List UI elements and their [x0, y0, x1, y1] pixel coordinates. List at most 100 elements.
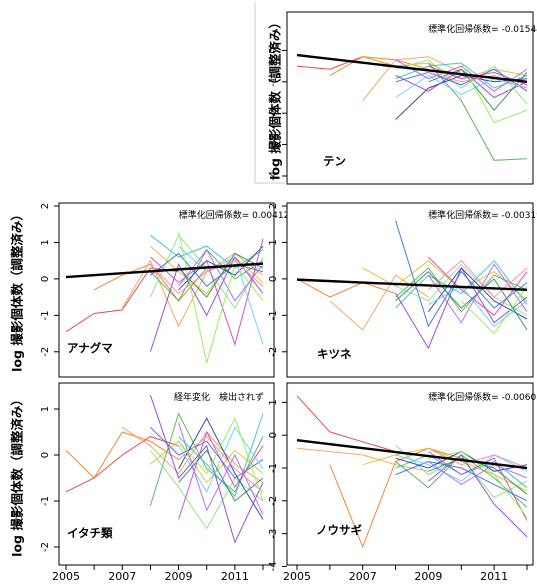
- series-line-1: [296, 278, 396, 298]
- series-line-15: [428, 447, 528, 469]
- series-line-14: [428, 259, 528, 298]
- y-tick-label: -2: [40, 347, 51, 357]
- x-axis-right: 2005 2007 2009 2011: [283, 564, 528, 583]
- series-line-9: [395, 74, 528, 120]
- y-axis-label-3: log 撮影個体数（調整済み）: [10, 393, 25, 557]
- x-tick-label: 2011: [221, 570, 249, 583]
- series-line-15: [460, 285, 528, 335]
- y-tick-label: -2: [268, 347, 279, 357]
- series-line-16: [178, 231, 264, 363]
- species-label: アナグマ: [67, 341, 113, 355]
- plot-frame: [286, 11, 534, 185]
- series-line-15: [178, 435, 264, 493]
- series-line-12: [178, 426, 264, 493]
- y-tick-label: 1: [40, 406, 51, 412]
- species-label: キツネ: [317, 347, 352, 361]
- series-line-7: [178, 413, 264, 498]
- x-tick-label: 2007: [108, 570, 136, 583]
- y-tick-label: -3: [268, 140, 279, 150]
- series-line-11: [150, 238, 264, 347]
- trend-line: [296, 53, 528, 83]
- series-line-7: [150, 234, 264, 269]
- series-line-16: [178, 416, 264, 502]
- y-tick-label: -2: [268, 496, 279, 506]
- regression-annotation: 標準化回帰係数= -0.00603: [428, 391, 537, 403]
- regression-annotation: 標準化回帰係数= -0.00319: [428, 209, 537, 221]
- species-label: イタチ類: [67, 526, 113, 540]
- series-line-6: [150, 450, 264, 530]
- series-line-12: [395, 454, 528, 482]
- species-label: テン: [323, 154, 346, 168]
- y-tick-label: -1: [40, 496, 51, 506]
- series-line-13: [428, 68, 528, 111]
- regression-annotation: 標準化回帰係数= -0.01544: [428, 23, 537, 35]
- y-axis-label-1: log 撮影個体数（調整済み）: [268, 16, 283, 180]
- y-tick-label: -4: [268, 561, 279, 571]
- x-tick-label: 2005: [283, 570, 311, 583]
- plot-frame: [58, 202, 275, 378]
- y-tick-label: 0: [40, 452, 51, 458]
- series-line-3: [122, 426, 264, 484]
- series-line-12: [395, 270, 528, 331]
- series-line-10: [428, 454, 528, 538]
- trend-line: [296, 438, 528, 470]
- series-line-4: [362, 56, 528, 80]
- y-tick-label: 2: [268, 203, 279, 209]
- y-tick-label: 1: [268, 239, 279, 245]
- trend-line: [65, 262, 264, 279]
- panel-kitsune: -2 -1 0 1 2 標準化回帰係数= -0.00319 キツネ: [268, 202, 537, 378]
- x-axis-left: 2005 2007 2009 2011: [52, 564, 264, 583]
- series-line-8: [395, 460, 528, 502]
- series-line-1: [296, 395, 396, 453]
- y-tick-label: 1: [40, 239, 51, 245]
- panel-ten: -4 -3 -2 -1 0 標準化回帰係数= -0.01544 テン: [268, 11, 537, 185]
- series-line-12: [395, 74, 528, 98]
- x-tick-label: 2007: [349, 570, 377, 583]
- series-line-8: [150, 427, 264, 479]
- x-tick-label: 2011: [480, 570, 508, 583]
- x-tick-label: 2005: [52, 570, 80, 583]
- y-tick-label: -3: [268, 529, 279, 539]
- x-tick-label: 2009: [165, 570, 193, 583]
- plot-frame: [286, 382, 534, 566]
- series-line-14: [395, 59, 528, 92]
- series-line-3: [296, 447, 429, 472]
- series-line-15: [428, 71, 528, 89]
- y-tick-label: -1: [268, 77, 279, 87]
- series-line-6: [395, 263, 528, 316]
- y-tick-label: -1: [268, 463, 279, 473]
- series-line-14: [428, 461, 528, 485]
- y-tick-label: 0: [268, 276, 279, 282]
- series-line-1: [65, 436, 179, 493]
- series-line-16: [460, 62, 528, 124]
- series-line-10: [149, 395, 264, 544]
- x-tick-label: 2009: [414, 570, 442, 583]
- series-line-4: [395, 220, 528, 328]
- species-label: ノウサギ: [316, 523, 362, 537]
- regression-annotation: 標準化回帰係数= 0.00412: [179, 209, 290, 221]
- y-tick-label: 2: [40, 203, 51, 209]
- series-line-12: [178, 245, 264, 345]
- series-line-10: [428, 256, 528, 317]
- series-line-11: [428, 451, 528, 521]
- y-tick-label: 0: [268, 47, 279, 53]
- y-tick-label: 0: [268, 432, 279, 438]
- plot-frame: [286, 202, 534, 378]
- series-line-15: [150, 260, 264, 295]
- y-tick-label: -2: [40, 542, 51, 552]
- series-line-14: [178, 422, 264, 516]
- y-tick-label: -1: [268, 310, 279, 320]
- y-tick-label: 1: [268, 399, 279, 405]
- regression-annotation: 経年変化 検出されず: [174, 391, 264, 403]
- panel-nousagi: -4 -3 -2 -1 0 1 標準化回帰係数= -0.00603 ノウサギ: [268, 382, 537, 571]
- series-line-2: [65, 431, 179, 479]
- series-line-9: [395, 266, 528, 350]
- y-axis-label-2: log 撮影個体数（調整済み）: [10, 208, 25, 372]
- y-tick-label: -4: [268, 171, 279, 181]
- series-line-11: [428, 285, 528, 327]
- trend-line: [296, 278, 528, 292]
- y-tick-label: 0: [40, 276, 51, 282]
